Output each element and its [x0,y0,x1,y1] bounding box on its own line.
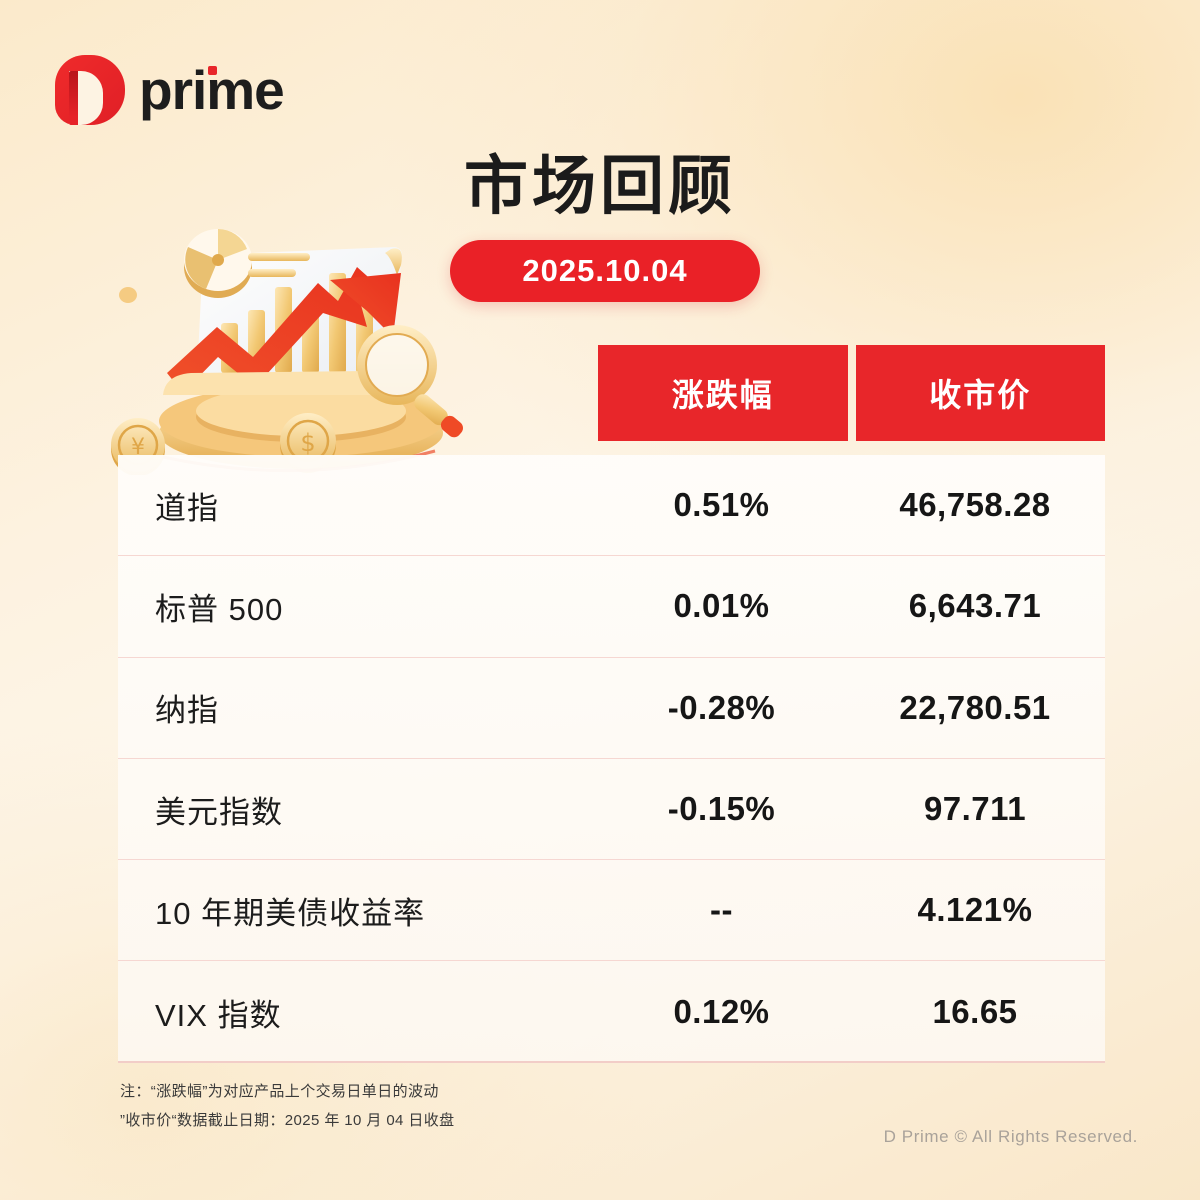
row-label: 10 年期美债收益率 [155,895,426,931]
row-close: 46,758.28 [899,486,1051,524]
row-change: -0.15% [667,790,776,828]
row-close: 97.711 [923,790,1027,828]
footnotes: 注：“涨跌幅”为对应产品上个交易日单日的波动 ”收市价“数据截止日期：2025 … [120,1078,455,1135]
row-change: -- [710,891,733,929]
table-header: 涨跌幅 收市价 [598,345,1105,441]
copyright-text: D Prime © All Rights Reserved. [883,1127,1138,1146]
table-row: 标普 500 0.01% 6,643.71 [118,556,1105,658]
row-close: 4.121% [917,891,1033,929]
i-dot-accent [208,66,217,75]
row-close: 6,643.71 [908,587,1042,625]
date-badge: 2025.10.04 [450,240,760,302]
row-label: VIX 指数 [155,997,282,1033]
row-close: 22,780.51 [899,688,1051,726]
footnote-line-2: ”收市价“数据截止日期：2025 年 10 月 04 日收盘 [120,1111,455,1129]
d-logo-icon [55,55,125,125]
svg-text:¥: ¥ [131,435,145,460]
brand-wordmark: prime [139,58,285,122]
row-label: 美元指数 [155,794,283,830]
row-change: -0.28% [667,688,776,726]
market-table: 道指 0.51% 46,758.28 标普 500 0.01% 6,643.71… [118,455,1105,1063]
market-growth-illustration-icon: ¥ $ [105,205,495,475]
table-row: 10 年期美债收益率 -- 4.121% [118,860,1105,962]
table-row: 道指 0.51% 46,758.28 [118,455,1105,557]
row-change: 0.01% [673,587,770,625]
row-change: 0.51% [673,486,770,524]
table-row: 美元指数 -0.15% 97.711 [118,759,1105,861]
page-title: 市场回顾 [464,150,736,222]
row-change: 0.12% [673,993,770,1031]
brand-logo: prime [55,55,285,125]
row-label: 道指 [155,490,219,526]
table-row: VIX 指数 0.12% 16.65 [118,961,1105,1062]
row-close: 16.65 [932,993,1018,1031]
table-row: 纳指 -0.28% 22,780.51 [118,658,1105,759]
row-label: 纳指 [155,693,219,729]
svg-text:$: $ [300,429,315,457]
footnote-line-1: 注：“涨跌幅”为对应产品上个交易日单日的波动 [120,1083,439,1100]
row-label: 标普 500 [155,591,284,627]
column-header-close: 收市价 [855,345,1105,441]
column-header-change: 涨跌幅 [598,345,848,441]
